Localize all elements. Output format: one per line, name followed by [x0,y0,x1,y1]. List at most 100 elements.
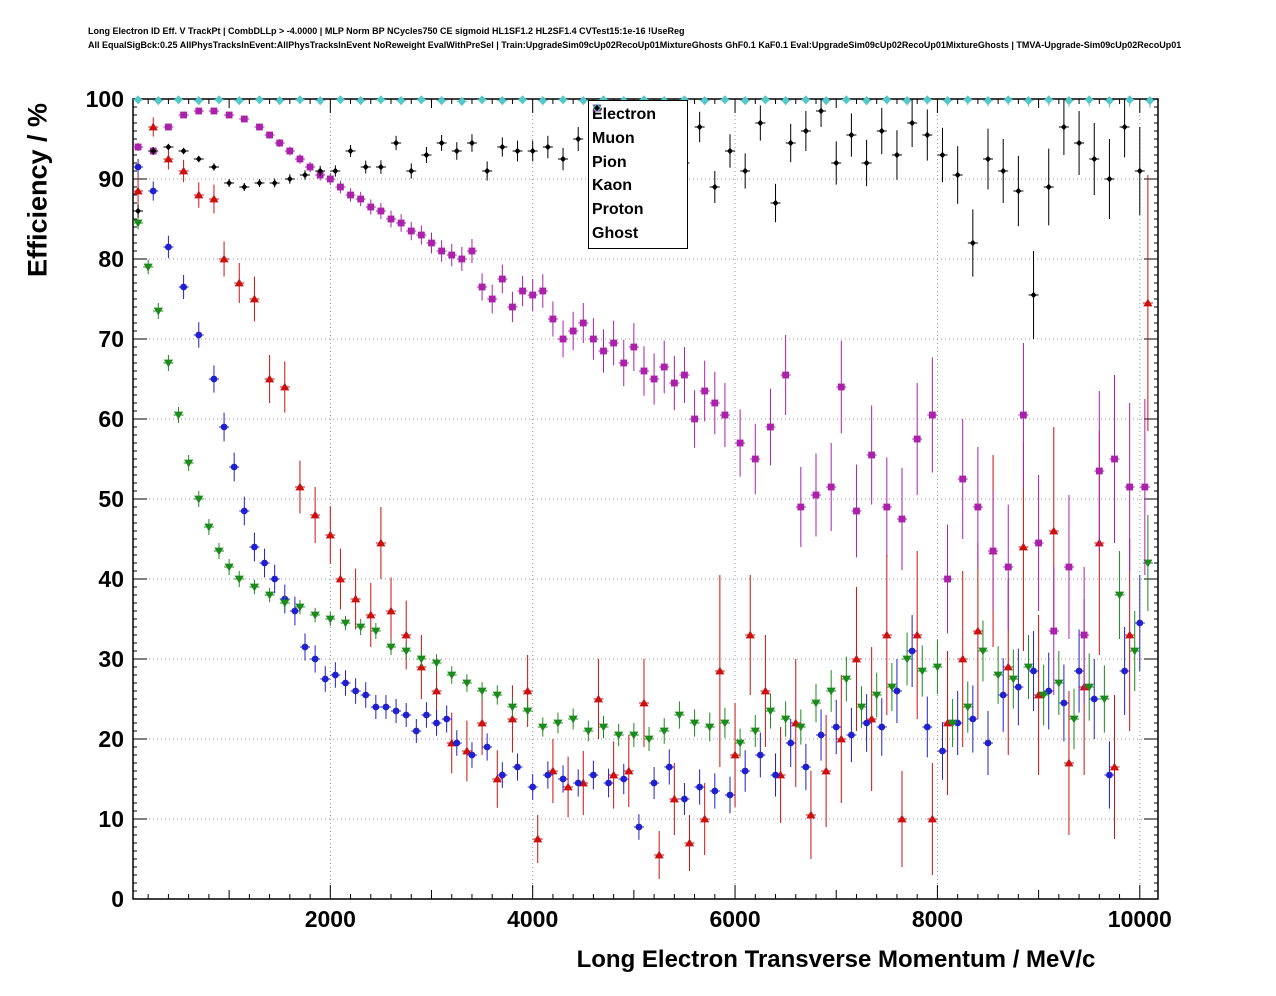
marker-circle [1014,683,1022,691]
marker-triangle-up [163,154,174,163]
marker-circle [832,723,840,731]
legend-entry-proton: Proton [589,103,687,218]
marker-triangle-down [477,687,487,696]
marker-circle [802,763,810,771]
marker-triangle-up [1125,630,1135,639]
marker-circle [969,715,977,723]
marker-diamond [1125,95,1134,105]
marker-diamond-small [878,127,885,135]
marker-diamond [437,96,446,106]
marker-diamond-small [802,127,809,135]
marker-diamond-small [833,159,840,167]
marker-circle [939,747,946,755]
marker-circle [423,711,430,719]
marker-triangle-down [598,723,609,732]
marker-diamond-small [742,167,749,175]
marker-diamond-small [241,183,248,191]
marker-diamond [235,96,244,106]
marker-triangle-down [214,547,224,556]
marker-triangle-up [821,766,831,775]
marker-square [276,139,284,147]
legend-label: Kaon [592,177,632,195]
marker-square [357,195,365,203]
marker-triangle-up [492,774,502,783]
legend-entry-kaon: Kaon [589,104,687,195]
marker-diamond-small [1000,167,1007,175]
marker-diamond-small [453,147,460,155]
marker-diamond [174,95,183,105]
marker-triangle-down [705,723,715,732]
marker-triangle-up [533,834,543,843]
marker-square [1020,411,1027,419]
marker-square [913,435,921,443]
marker-square [387,215,395,223]
y-tick-label: 10 [98,806,124,832]
marker-square [1126,483,1134,491]
marker-triangle-up [249,294,260,303]
marker-square [767,423,774,431]
marker-circle [665,763,673,771]
marker-diamond [376,95,386,105]
marker-diamond [943,96,952,106]
marker-circle [772,771,779,779]
marker-circle [392,707,400,715]
marker-triangle-up [401,630,411,639]
marker-diamond [477,95,487,105]
marker-diamond-small [1076,139,1083,147]
marker-circle [923,723,931,731]
marker-circle [878,723,886,731]
marker-diamond-small [696,123,703,131]
marker-diamond [963,95,972,105]
marker-triangle-down [492,691,502,700]
marker-diamond [1084,95,1094,105]
marker-square [898,515,906,523]
marker-triangle-up [325,530,335,539]
marker-square [853,507,860,515]
marker-circle [529,783,537,791]
marker-diamond-small [347,147,354,155]
marker-triangle-up [133,186,143,195]
marker-diamond-small [1121,123,1128,131]
marker-diamond [214,95,224,105]
marker-diamond [781,96,790,106]
marker-triangle-up [1064,758,1074,767]
marker-triangle-down [431,659,442,668]
marker-triangle-up [386,606,396,615]
marker-triangle-down [340,619,351,628]
marker-square [569,327,577,335]
marker-square [256,123,263,131]
marker-triangle-up [639,698,649,707]
marker-square [549,315,557,323]
marker-triangle-up [280,382,290,391]
marker-triangle-down [583,727,593,736]
marker-square [519,287,526,295]
marker-triangle-down [280,599,290,608]
marker-circle [908,647,916,655]
marker-square [240,115,248,123]
marker-diamond [862,96,871,106]
marker-circle [787,739,795,747]
marker-triangle-up [264,374,275,383]
marker-triangle-down [1084,683,1094,692]
marker-circle [559,775,567,783]
x-tick-label: 2000 [305,906,356,932]
marker-triangle-down [1054,679,1064,688]
marker-triangle-up [745,630,755,639]
marker-square [660,363,668,371]
legend-entry-muon: Muon [589,104,687,147]
marker-diamond [194,96,203,106]
marker-triangle-down [462,679,472,688]
marker-triangle-down [1008,675,1018,684]
x-tick-label: 8000 [912,906,963,932]
marker-circle [544,771,552,779]
marker-diamond-small [544,143,551,151]
marker-circle [331,671,339,679]
marker-diamond-small [393,139,400,147]
marker-triangle-up [477,718,487,727]
marker-square [438,247,446,255]
plot-title-line2: All EqualSigBck:0.25 AllPhysTracksInEven… [88,40,1182,50]
marker-triangle-down [447,671,457,680]
marker-diamond-small [1106,175,1113,183]
marker-square [640,367,648,375]
marker-circle [433,719,440,727]
